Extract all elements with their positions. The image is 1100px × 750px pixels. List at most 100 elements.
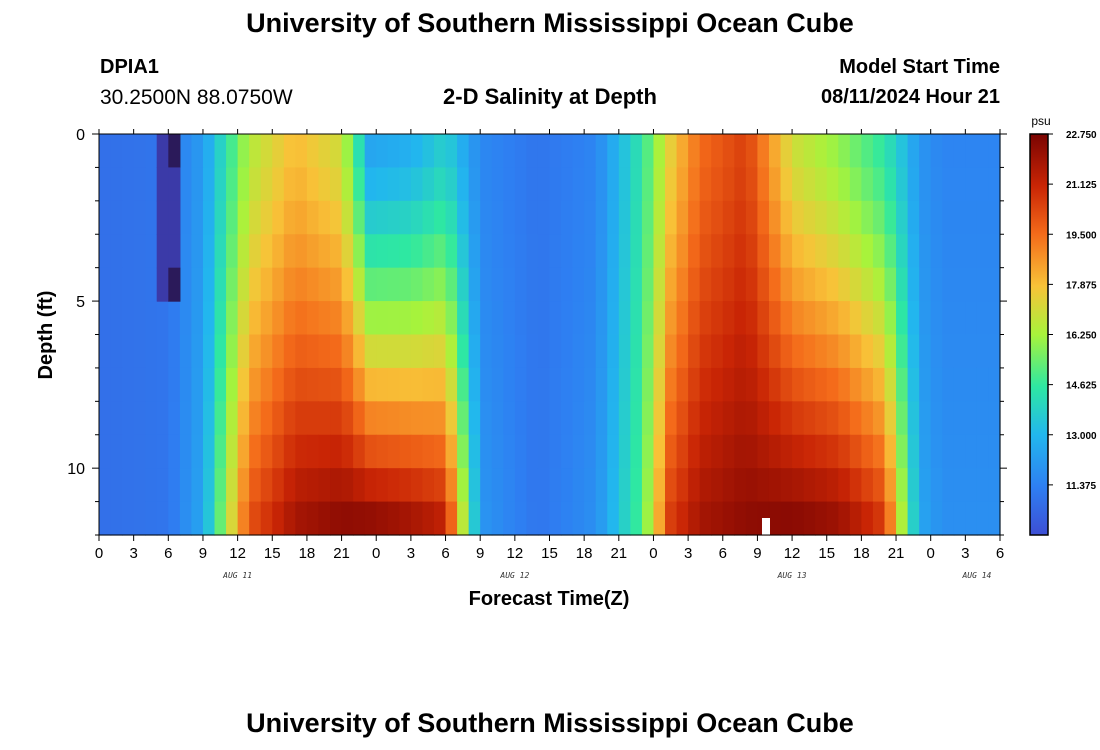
heatmap-cell bbox=[491, 234, 504, 269]
heatmap-cell bbox=[584, 134, 597, 169]
heatmap-cell bbox=[179, 167, 193, 202]
heatmap-cell bbox=[849, 401, 862, 436]
heatmap-cell bbox=[988, 134, 1001, 169]
heatmap-cell bbox=[896, 401, 909, 436]
heatmap-cell bbox=[849, 200, 862, 235]
heatmap-cell bbox=[792, 367, 805, 402]
heatmap-cell bbox=[376, 434, 389, 469]
heatmap-cell bbox=[341, 434, 354, 469]
heatmap-cell bbox=[503, 301, 516, 336]
heatmap-cell bbox=[618, 367, 631, 402]
heatmap-cell bbox=[953, 167, 966, 202]
heatmap-cell bbox=[722, 434, 735, 469]
heatmap-cell bbox=[988, 234, 1001, 269]
heatmap-cell bbox=[930, 501, 943, 536]
heatmap-cell bbox=[803, 501, 816, 536]
heatmap-cell bbox=[410, 167, 424, 202]
colorbar-tick-label: 22.750 bbox=[1066, 130, 1097, 141]
x-tick-label: 15 bbox=[264, 545, 281, 562]
heatmap-cell bbox=[191, 234, 204, 269]
heatmap-cell bbox=[168, 501, 181, 536]
heatmap-cell bbox=[792, 468, 805, 503]
heatmap-cell bbox=[584, 234, 597, 269]
heatmap-cell bbox=[976, 267, 990, 302]
heatmap-cell bbox=[641, 334, 655, 369]
heatmap-cell bbox=[318, 200, 331, 235]
heatmap-cell bbox=[561, 134, 574, 169]
heatmap-cell bbox=[780, 434, 793, 469]
heatmap-cell bbox=[514, 334, 527, 369]
heatmap-cell bbox=[595, 334, 608, 369]
heatmap-cell bbox=[676, 434, 689, 469]
heatmap-cell bbox=[919, 234, 932, 269]
heatmap-cell bbox=[884, 401, 897, 436]
x-tick-label: 12 bbox=[507, 545, 524, 562]
heatmap-cell bbox=[330, 234, 343, 269]
heatmap-cell bbox=[214, 334, 227, 369]
heatmap-cell bbox=[491, 367, 504, 402]
heatmap-cell bbox=[734, 401, 747, 436]
heatmap-cell bbox=[353, 468, 366, 503]
heatmap-cell bbox=[399, 267, 412, 302]
heatmap-cell bbox=[734, 134, 747, 169]
heatmap-cell bbox=[872, 334, 886, 369]
heatmap-cell bbox=[653, 434, 666, 469]
heatmap-cell bbox=[99, 301, 112, 336]
heatmap-cell bbox=[376, 200, 389, 235]
heatmap-cell bbox=[283, 301, 296, 336]
heatmap-cell bbox=[480, 267, 493, 302]
heatmap-cell bbox=[376, 301, 389, 336]
heatmap-cell bbox=[757, 234, 770, 269]
colorbar-tick-label: 11.375 bbox=[1066, 481, 1096, 492]
heatmap-cell bbox=[364, 200, 377, 235]
heatmap-cell bbox=[665, 401, 678, 436]
heatmap-cell bbox=[572, 167, 585, 202]
heatmap-cell bbox=[907, 501, 920, 536]
heatmap-cell bbox=[815, 501, 828, 536]
heatmap-cell bbox=[214, 401, 227, 436]
heatmap-cell bbox=[815, 434, 828, 469]
colorbar-gradient bbox=[1029, 133, 1049, 536]
heatmap-cell bbox=[803, 234, 816, 269]
heatmap-cell bbox=[907, 367, 920, 402]
heatmap-cell bbox=[330, 401, 343, 436]
heatmap-cell bbox=[965, 234, 978, 269]
heatmap-cell bbox=[618, 234, 631, 269]
heatmap-cell bbox=[907, 468, 920, 503]
heatmap-cell bbox=[145, 267, 158, 302]
heatmap-cell bbox=[838, 501, 851, 536]
heatmap-cell bbox=[318, 501, 331, 536]
heatmap-cell bbox=[122, 334, 135, 369]
heatmap-cell bbox=[491, 167, 504, 202]
heatmap-cell bbox=[838, 167, 851, 202]
heatmap-cell bbox=[410, 267, 424, 302]
heatmap-cell bbox=[422, 334, 435, 369]
heatmap-cell bbox=[584, 167, 597, 202]
heatmap-cell bbox=[514, 468, 527, 503]
heatmap-cell bbox=[803, 434, 816, 469]
heatmap-cell bbox=[584, 501, 597, 536]
heatmap-cell bbox=[133, 134, 146, 169]
heatmap-cell bbox=[826, 301, 839, 336]
heatmap-cell bbox=[226, 434, 239, 469]
heatmap-cell bbox=[884, 501, 897, 536]
heatmap-cell bbox=[226, 367, 239, 402]
heatmap-cell bbox=[156, 301, 169, 336]
heatmap-cell bbox=[976, 401, 990, 436]
heatmap-cell bbox=[283, 334, 296, 369]
heatmap-cell bbox=[930, 367, 943, 402]
heatmap-cell bbox=[156, 468, 169, 503]
heatmap-cell bbox=[480, 401, 493, 436]
heatmap-cell bbox=[734, 167, 747, 202]
heatmap-cell bbox=[99, 267, 112, 302]
heatmap-cell bbox=[711, 267, 724, 302]
heatmap-cell bbox=[618, 334, 631, 369]
heatmap-cell bbox=[572, 468, 585, 503]
heatmap-cell bbox=[815, 200, 828, 235]
heatmap-cell bbox=[630, 167, 643, 202]
plot-title: 2-D Salinity at Depth bbox=[443, 84, 657, 109]
heatmap-cell bbox=[214, 234, 227, 269]
heatmap-cell bbox=[665, 200, 678, 235]
heatmap-cell bbox=[249, 401, 262, 436]
heatmap-cell bbox=[376, 468, 389, 503]
